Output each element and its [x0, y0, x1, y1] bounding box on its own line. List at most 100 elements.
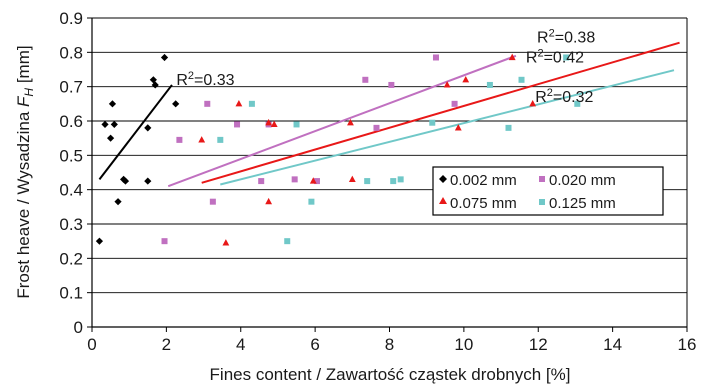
y-tick-label: 0 — [74, 318, 83, 337]
x-axis-title: Fines content / Zawartość cząstek drobny… — [210, 365, 571, 384]
legend-marker-0125 — [539, 199, 545, 205]
y-tick-label: 0.2 — [59, 249, 83, 268]
y-tick-label: 0.8 — [59, 43, 83, 62]
data-point — [161, 238, 168, 245]
y-axis-title-subscript: H — [22, 88, 36, 97]
data-point — [172, 100, 180, 108]
data-point — [432, 54, 439, 61]
data-point — [451, 100, 458, 107]
data-point — [234, 121, 241, 128]
data-point — [364, 178, 371, 185]
y-tick-label: 0.5 — [59, 146, 83, 165]
data-point — [248, 100, 255, 107]
data-point — [209, 198, 216, 205]
data-point — [235, 100, 243, 107]
trend-line — [167, 54, 517, 188]
data-point — [106, 134, 115, 142]
y-axis-title: Frost heave / Wysadzina FH [mm] — [14, 45, 36, 298]
data-point — [390, 178, 397, 185]
data-point — [454, 124, 462, 131]
y-tick-label: 0.7 — [59, 78, 83, 97]
y-tick-label: 0.4 — [59, 181, 83, 200]
data-point — [101, 120, 109, 129]
axis-ticks: 0 0.1 0.2 0.3 0.4 0.5 0.6 0.7 0.8 0.9 0 2 4 6 8 10 12 14 1… — [59, 9, 696, 354]
x-tick-label: 4 — [236, 335, 245, 354]
data-point — [121, 177, 130, 185]
data-point — [518, 76, 525, 83]
x-tick-label: 2 — [162, 335, 171, 354]
data-point — [108, 100, 117, 108]
trend-line — [220, 69, 675, 186]
data-point — [486, 81, 493, 88]
data-point — [347, 118, 354, 126]
y-tick-label: 0.3 — [59, 215, 83, 234]
data-point — [222, 239, 230, 246]
data-point — [397, 176, 404, 183]
data-point — [114, 198, 122, 206]
r-squared-label: R2=0.33 — [176, 70, 234, 89]
data-point — [388, 81, 395, 88]
data-point — [348, 175, 356, 182]
data-point — [563, 54, 570, 61]
legend: 0.002 mm 0.020 mm 0.075 mm 0.125 mm — [432, 166, 664, 216]
data-point — [144, 177, 152, 185]
data-point — [265, 197, 273, 205]
trend-line — [201, 41, 680, 184]
y-axis-title-unit: [mm] — [14, 45, 33, 88]
data-point — [308, 198, 315, 205]
data-point — [110, 120, 118, 129]
data-point — [574, 100, 581, 107]
r-squared-label: R2=0.42 — [526, 48, 584, 67]
data-point — [258, 178, 265, 185]
x-tick-label: 12 — [529, 335, 548, 354]
r-squared-label: R2=0.32 — [535, 87, 593, 106]
data-point — [529, 100, 537, 107]
data-point — [313, 178, 320, 185]
data-point — [284, 238, 291, 245]
x-tick-label: 0 — [87, 335, 96, 354]
y-axis-title-main: Frost heave / Wysadzina — [14, 107, 33, 299]
legend-label-0075: 0.075 mm — [450, 195, 517, 212]
y-tick-label: 0.1 — [59, 284, 83, 303]
data-point — [443, 81, 451, 88]
data-point — [462, 76, 470, 83]
data-point — [204, 100, 211, 107]
legend-marker-0002 — [439, 175, 447, 183]
x-tick-label: 14 — [603, 335, 622, 354]
r-squared-label: R2=0.38 — [537, 28, 595, 47]
data-point — [293, 121, 300, 128]
data-point — [505, 124, 512, 131]
y-axis-title-symbol: F — [14, 95, 33, 107]
data-point — [176, 136, 183, 143]
data-point — [144, 124, 152, 132]
x-tick-label: 6 — [310, 335, 319, 354]
x-tick-label: 10 — [454, 335, 473, 354]
data-point — [95, 237, 104, 245]
y-tick-label: 0.9 — [59, 9, 83, 28]
legend-marker-0020 — [539, 176, 545, 182]
trend-lines — [98, 41, 680, 188]
x-tick-label: 16 — [678, 335, 697, 354]
trend-line — [98, 84, 173, 180]
data-point — [265, 118, 273, 126]
data-point — [217, 136, 224, 143]
data-point — [429, 119, 436, 126]
legend-label-0125: 0.125 mm — [549, 195, 616, 212]
data-point — [362, 76, 369, 83]
data-point — [270, 120, 278, 128]
gridlines — [92, 17, 687, 294]
legend-box — [432, 166, 664, 216]
data-point — [160, 53, 169, 62]
x-tick-label: 8 — [385, 335, 394, 354]
data-point — [373, 124, 380, 131]
data-points — [95, 53, 581, 246]
y-tick-label: 0.6 — [59, 112, 83, 131]
data-point — [151, 81, 159, 89]
data-point — [198, 136, 206, 143]
data-point — [508, 53, 516, 61]
legend-label-0020: 0.020 mm — [549, 172, 616, 189]
legend-marker-0075 — [439, 197, 447, 204]
data-point — [309, 177, 317, 184]
